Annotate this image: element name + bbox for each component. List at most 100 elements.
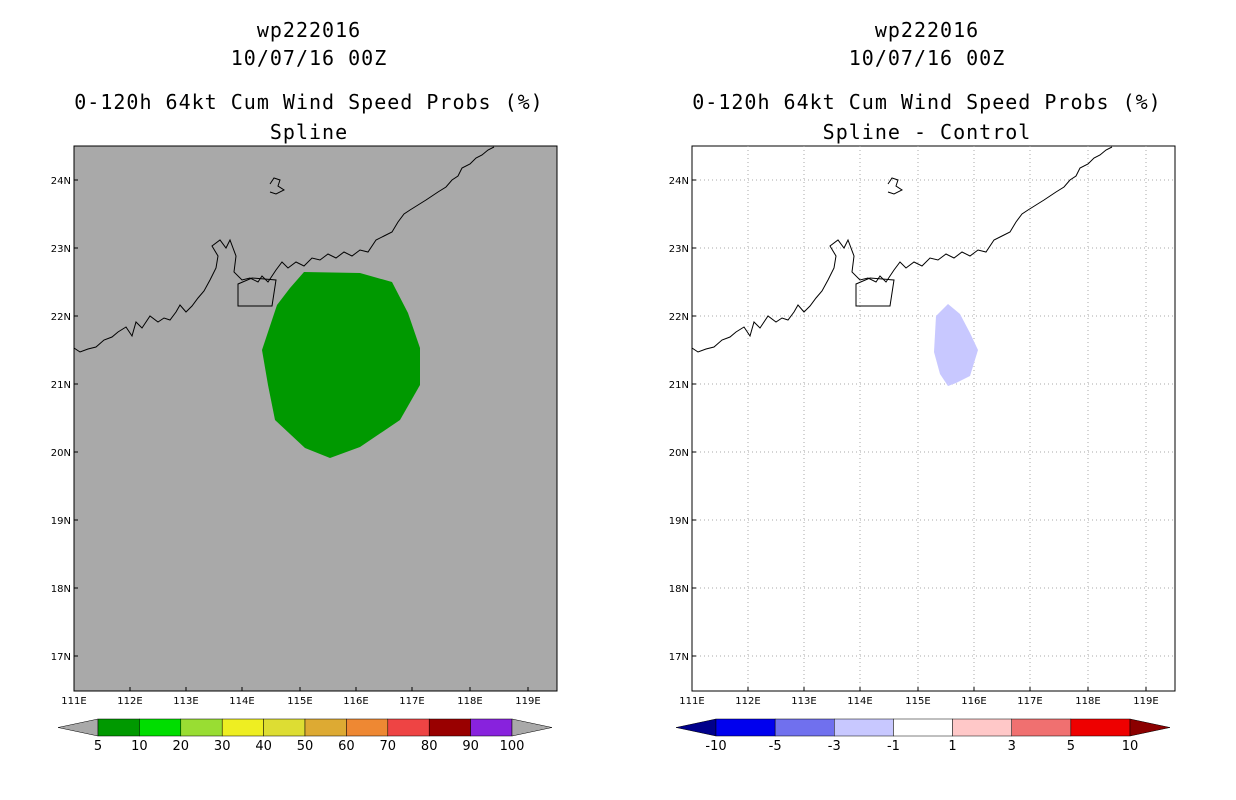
coastline-pearl-river-delta bbox=[237, 277, 277, 307]
colorbar-label: 1 bbox=[948, 739, 956, 754]
colorbar-label: -1 bbox=[887, 739, 900, 754]
colorbar-swatch bbox=[180, 718, 223, 737]
colorbar-left-end bbox=[675, 718, 717, 737]
axis-ticks: 111E 112E 113E 114E 115E 116E 117E 118E 119E 24N 2… bbox=[51, 176, 541, 707]
lon-tick-label: 113E bbox=[173, 696, 198, 707]
probability-contour-5pct bbox=[262, 272, 420, 458]
colorbar-label: 90 bbox=[462, 739, 479, 754]
axis-ticks: 111E 112E 113E 114E 115E 116E 117E 118E 119E 24N 2… bbox=[669, 176, 1159, 707]
lat-tick-label: 21N bbox=[51, 380, 71, 391]
colorbar-label: -5 bbox=[769, 739, 782, 754]
lon-tick-label: 116E bbox=[961, 696, 986, 707]
lon-tick-label: 118E bbox=[1075, 696, 1100, 707]
colorbar-swatch bbox=[1070, 718, 1131, 737]
method-title: Spline bbox=[269, 120, 349, 144]
colorbar-swatch bbox=[304, 718, 347, 737]
lat-tick-label: 19N bbox=[669, 516, 689, 527]
lat-tick-label: 21N bbox=[669, 380, 689, 391]
lon-tick-label: 112E bbox=[735, 696, 760, 707]
colorbar-swatch bbox=[387, 718, 430, 737]
gridlines bbox=[692, 146, 1175, 691]
lat-tick-label: 20N bbox=[51, 448, 71, 459]
lon-tick-label: 117E bbox=[399, 696, 424, 707]
colorbar-swatch bbox=[834, 718, 894, 737]
colorbar-label: 70 bbox=[380, 739, 397, 754]
lat-tick-label: 22N bbox=[669, 312, 689, 323]
lat-tick-label: 19N bbox=[51, 516, 71, 527]
colorbar-label: 100 bbox=[500, 739, 525, 754]
lon-tick-label: 118E bbox=[457, 696, 482, 707]
colorbar-label: 30 bbox=[214, 739, 231, 754]
colorbar-label: -10 bbox=[705, 739, 726, 754]
colorbar-swatch bbox=[139, 718, 182, 737]
lat-tick-label: 22N bbox=[51, 312, 71, 323]
left-map-svg: 111E 112E 113E 114E 115E 116E 117E 118E 119E 24N 2… bbox=[51, 145, 558, 754]
lon-tick-label: 115E bbox=[287, 696, 312, 707]
coastline-island bbox=[269, 177, 285, 195]
colorbar-label: 10 bbox=[131, 739, 148, 754]
colorbar-label: -3 bbox=[828, 739, 841, 754]
lat-tick-label: 18N bbox=[669, 584, 689, 595]
lon-tick-label: 113E bbox=[791, 696, 816, 707]
colorbar-swatch bbox=[346, 718, 389, 737]
coastline-pearl-river-delta bbox=[855, 277, 895, 307]
difference-contour bbox=[934, 304, 978, 386]
right-map-svg: 111E 112E 113E 114E 115E 116E 117E 118E 119E 24N 2… bbox=[669, 145, 1176, 754]
colorbar-label: 40 bbox=[255, 739, 272, 754]
colorbar-swatch bbox=[1011, 718, 1072, 737]
datetime-title: 10/07/16 00Z bbox=[230, 46, 388, 70]
colorbar-swatch bbox=[470, 718, 513, 737]
colorbar-swatch bbox=[715, 718, 776, 737]
lon-tick-label: 116E bbox=[343, 696, 368, 707]
lat-tick-label: 17N bbox=[51, 652, 71, 663]
lat-tick-label: 24N bbox=[669, 176, 689, 187]
lon-tick-label: 114E bbox=[847, 696, 872, 707]
method-title: Spline - Control bbox=[822, 120, 1032, 144]
colorbar-left-end bbox=[57, 718, 99, 737]
lon-tick-label: 117E bbox=[1017, 696, 1042, 707]
lat-tick-label: 17N bbox=[669, 652, 689, 663]
coastline-island bbox=[887, 177, 903, 195]
lat-tick-label: 24N bbox=[51, 176, 71, 187]
colorbar-swatch bbox=[952, 718, 1012, 737]
colorbar-label: 20 bbox=[173, 739, 190, 754]
colorbar: 5 10 20 30 40 50 60 70 80 90 100 bbox=[57, 718, 553, 754]
colorbar-swatch bbox=[221, 718, 264, 737]
colorbar-swatch bbox=[428, 718, 471, 737]
colorbar-label: 3 bbox=[1008, 739, 1016, 754]
storm-id-title: wp222016 bbox=[874, 18, 980, 42]
right-map-panel: wp222016 10/07/16 00Z 0-120h 64kt Cum Wi… bbox=[618, 0, 1236, 800]
lat-tick-label: 23N bbox=[669, 244, 689, 255]
coastline bbox=[691, 146, 1113, 353]
datetime-title: 10/07/16 00Z bbox=[848, 46, 1006, 70]
lon-tick-label: 119E bbox=[1133, 696, 1158, 707]
lon-tick-label: 111E bbox=[679, 696, 704, 707]
colorbar-label: 5 bbox=[94, 739, 102, 754]
storm-id-title: wp222016 bbox=[256, 18, 362, 42]
lon-tick-label: 114E bbox=[229, 696, 254, 707]
lat-tick-label: 18N bbox=[51, 584, 71, 595]
product-title: 0-120h 64kt Cum Wind Speed Probs (%) bbox=[692, 90, 1162, 114]
colorbar-right-end bbox=[511, 718, 553, 737]
colorbar-right-end bbox=[1129, 718, 1171, 737]
colorbar-label: 5 bbox=[1067, 739, 1075, 754]
colorbar-label: 60 bbox=[338, 739, 355, 754]
colorbar: -10 -5 -3 -1 1 3 5 10 bbox=[675, 718, 1171, 754]
colorbar-swatch bbox=[263, 718, 306, 737]
lat-tick-label: 23N bbox=[51, 244, 71, 255]
colorbar-swatch bbox=[893, 718, 953, 737]
coastline-mainland bbox=[73, 146, 495, 353]
coastline-mainland bbox=[691, 146, 1113, 353]
map-frame bbox=[691, 145, 1176, 692]
colorbar-label: 50 bbox=[297, 739, 314, 754]
colorbar-swatch bbox=[97, 718, 140, 737]
colorbar-swatch bbox=[774, 718, 835, 737]
colorbar-label: 10 bbox=[1122, 739, 1139, 754]
left-map-panel: wp222016 10/07/16 00Z 0-120h 64kt Cum Wi… bbox=[51, 18, 558, 754]
product-title: 0-120h 64kt Cum Wind Speed Probs (%) bbox=[74, 90, 544, 114]
coastline bbox=[73, 146, 495, 353]
lon-tick-label: 112E bbox=[117, 696, 142, 707]
lon-tick-label: 111E bbox=[61, 696, 86, 707]
colorbar-label: 80 bbox=[421, 739, 438, 754]
lon-tick-label: 119E bbox=[515, 696, 540, 707]
